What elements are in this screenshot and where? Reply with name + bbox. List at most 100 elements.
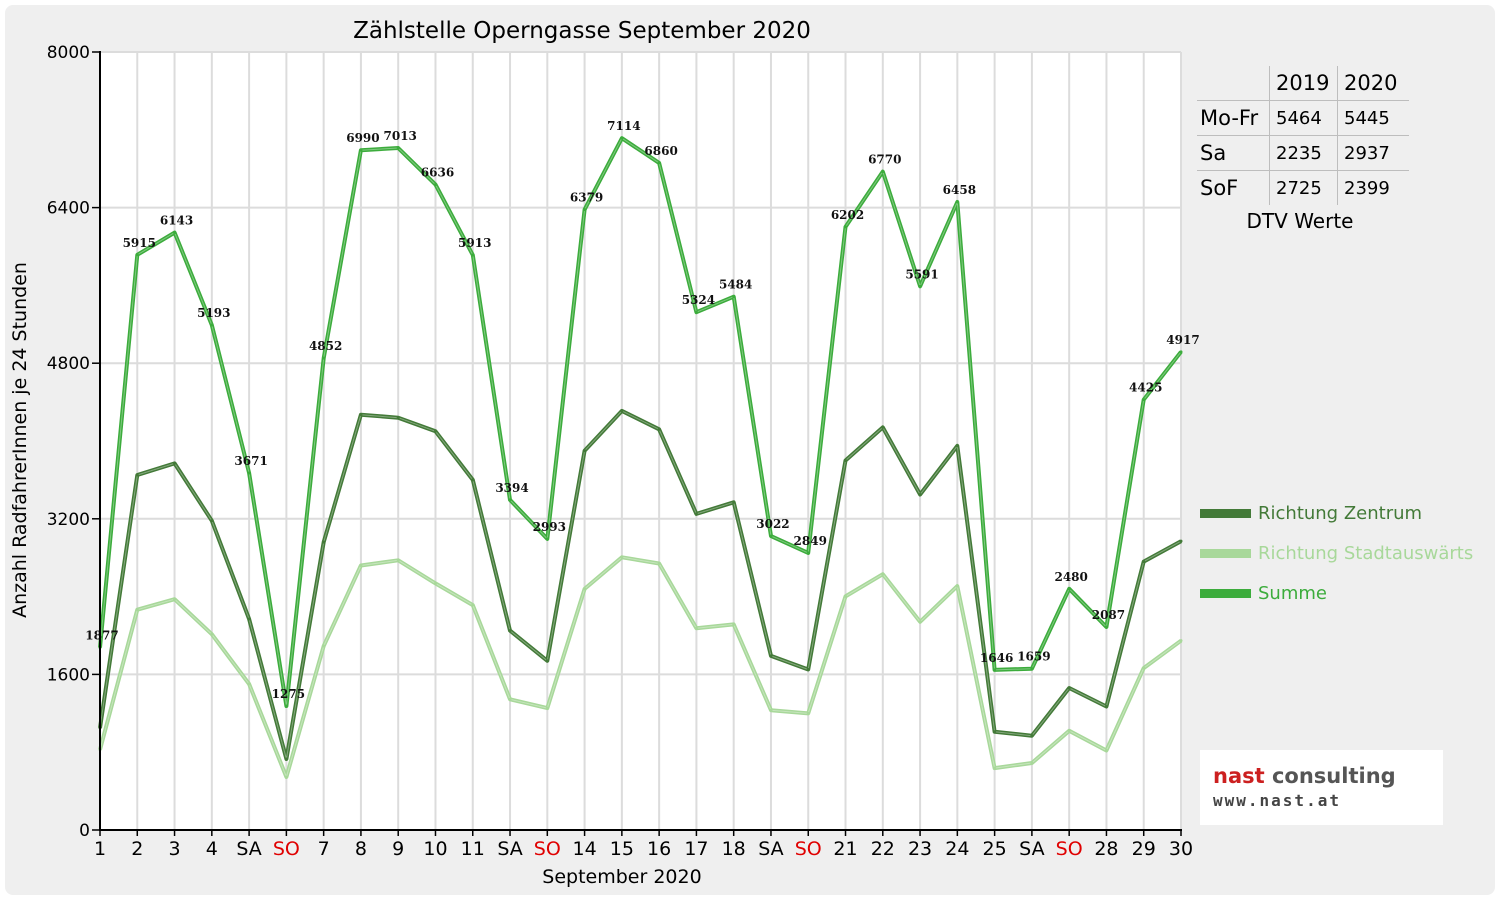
data-label: 3671 [234,454,267,468]
data-point [359,563,363,567]
data-label: 5591 [905,267,938,281]
data-point [583,208,587,212]
x-tick-label: 14 [572,838,596,860]
series-line-highlight [99,137,1182,707]
x-tick-label: 4 [206,838,218,860]
data-point [173,231,177,235]
data-point [657,161,661,165]
x-tick-label: SA [497,838,522,860]
data-point [806,668,810,672]
chart-title: Zählstelle Operngasse September 2020 [353,18,811,44]
plot-area [100,51,1181,830]
data-label: 2480 [1054,570,1087,584]
x-tick-label: 25 [983,838,1007,860]
data-label: 1659 [1017,650,1050,664]
data-point [508,498,512,502]
data-point [545,659,549,663]
y-tick-label: 4800 [47,354,90,374]
data-point [844,225,848,229]
data-point [135,473,139,477]
y-tick-label: 0 [79,821,90,841]
data-point [433,429,437,433]
legend-item-stadtauswaerts: Richtung Stadtauswärts [1200,533,1473,573]
legend-swatch [1200,508,1251,518]
data-point [247,471,251,475]
data-point [1030,761,1034,765]
legend-label: Richtung Zentrum [1258,502,1423,524]
dtv-cell-2020: 5445 [1337,100,1409,136]
dtv-row-sof: SoF 2725 2399 [1197,170,1409,205]
data-label: 3022 [756,517,789,531]
x-axis-ticks: 1 2 3 4 SA SO 7 8 9 10 11 SA SO 14 15 16 17 18 SA SO 21 22 23 2… [94,830,1193,860]
x-tick-label: 30 [1169,838,1193,860]
data-point [732,500,736,504]
x-tick-label: 21 [833,838,857,860]
logo-name-part2: consulting [1271,764,1396,788]
data-label: 6636 [421,166,454,180]
data-point [1142,560,1146,564]
data-point [210,519,214,523]
legend-item-summe: Summe [1200,573,1473,613]
data-label: 6860 [644,144,677,158]
dtv-row-label: SoF [1200,176,1239,200]
legend-item-zentrum: Richtung Zentrum [1200,493,1473,533]
x-tick-label: SO [273,838,300,860]
y-tick-label: 8000 [47,43,90,63]
y-axis-title: Anzahl RadfahrerInnen je 24 Stunden [9,262,31,618]
data-label: 6990 [346,131,379,145]
data-label: 1877 [85,628,118,642]
data-label: 6143 [160,214,193,228]
x-tick-label: 24 [945,838,969,860]
data-point [1179,539,1183,543]
data-point [545,537,549,541]
dtv-row-mofr: Mo-Fr 5464 5445 [1197,100,1409,136]
y-axis-ticks: 0 1600 3200 4800 6400 8000 [47,43,100,841]
data-point [471,478,475,482]
data-point [135,253,139,257]
x-tick-label: 2 [131,838,143,860]
data-point [396,558,400,562]
dtv-row-label: Mo-Fr [1197,100,1270,136]
data-point [657,427,661,431]
data-label: 5484 [719,278,752,292]
logo-name-part1: nast [1213,764,1265,788]
data-labels: 1877 5915 6143 5193 3671 1275 4852 6990 7013 6636… [85,119,1199,701]
data-point [806,551,810,555]
x-tick-label: SO [795,838,822,860]
legend-label: Richtung Stadtauswärts [1258,542,1474,564]
data-point [173,461,177,465]
dtv-header-row: 2019 2020 [1197,66,1409,101]
data-point [918,284,922,288]
data-label: 6379 [570,191,603,205]
data-label: 4917 [1166,333,1199,347]
dtv-table: 2019 2020 Mo-Fr 5464 5445 Sa 2235 2937 S… [1197,66,1409,205]
dtv-cell-2020: 2937 [1337,135,1409,171]
data-point [471,603,475,607]
legend-swatch [1200,548,1251,558]
data-label: 5324 [682,293,715,307]
data-label: 6202 [831,208,864,222]
data-point [993,730,997,734]
data-point [1142,666,1146,670]
company-logo: nast consulting www.nast.at [1200,750,1443,825]
x-tick-label: 1 [94,838,106,860]
logo-name: nast consulting [1213,764,1396,788]
logo-url: www.nast.at [1213,791,1341,810]
data-label: 7114 [607,119,640,133]
x-tick-label: SO [1056,838,1083,860]
data-point [173,597,177,601]
data-point [1067,729,1071,733]
data-label: 2849 [794,534,827,548]
data-point [1104,704,1108,708]
series-line-highlight [99,556,1182,778]
x-tick-label: SA [758,838,783,860]
data-point [471,253,475,257]
data-point [1030,667,1034,671]
data-label: 6770 [868,153,901,167]
dtv-cell-2019: 5464 [1269,100,1338,136]
series-line-2 [98,136,1183,708]
data-point [1104,625,1108,629]
x-tick-label: 18 [722,838,746,860]
data-point [881,170,885,174]
data-point [1067,587,1071,591]
